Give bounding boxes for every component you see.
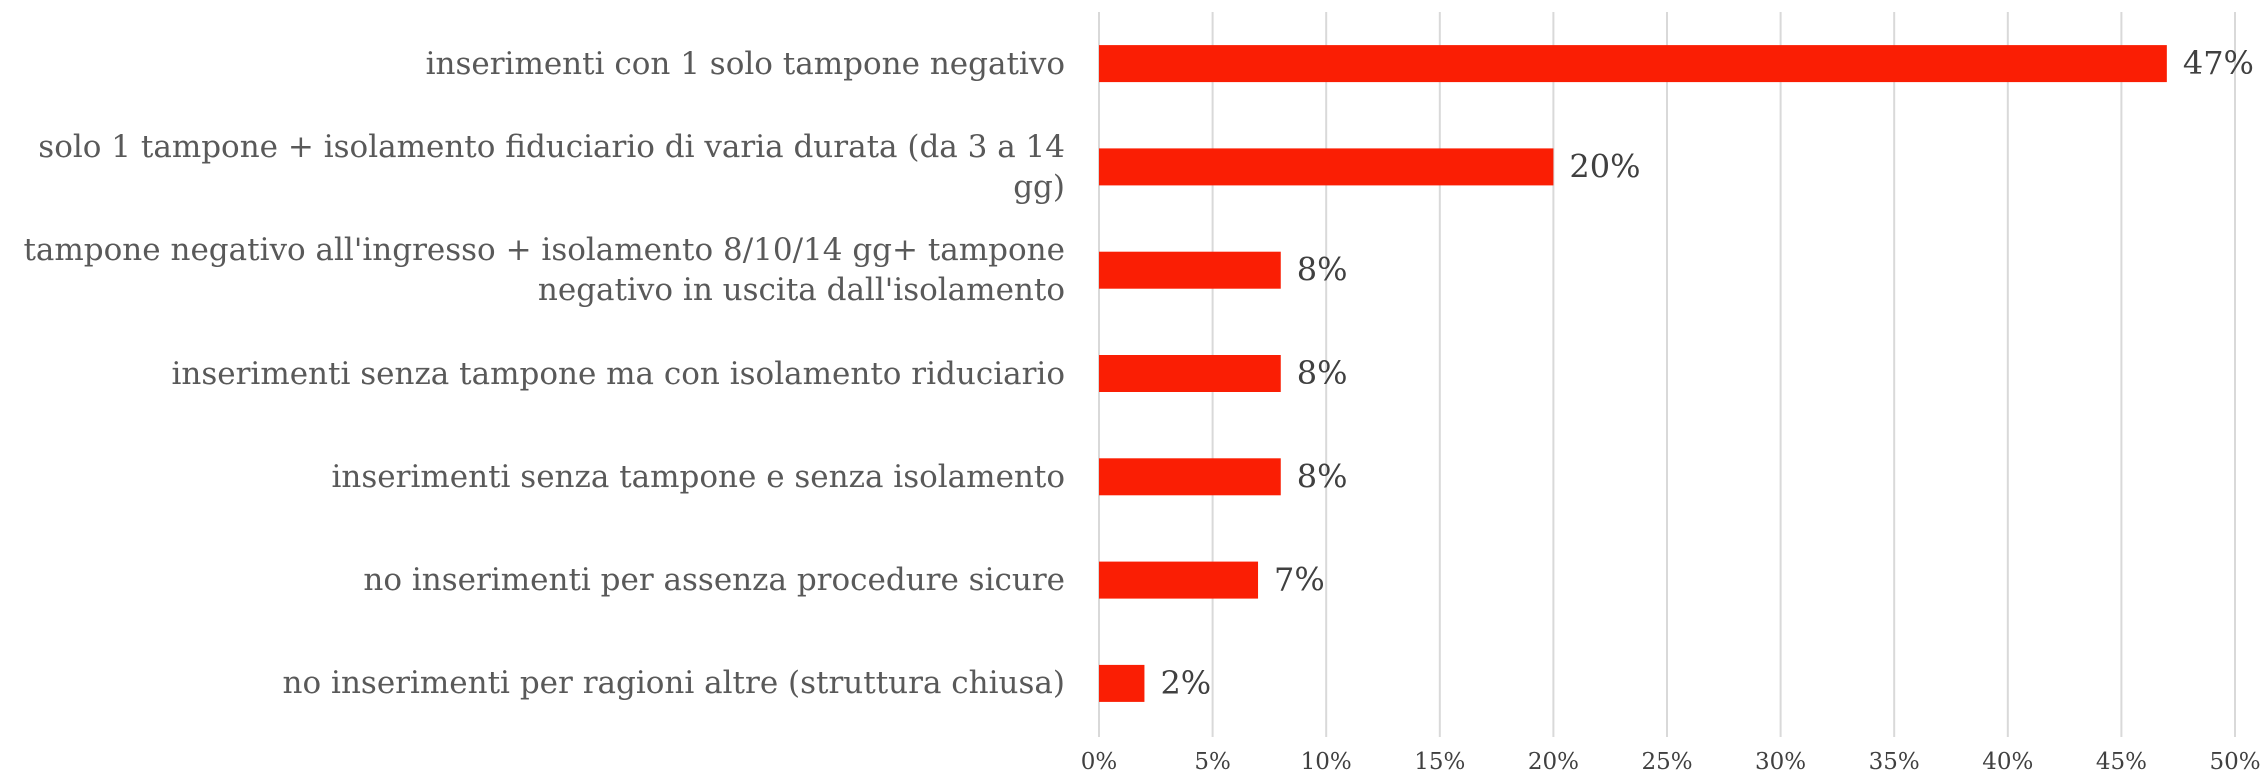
bar xyxy=(1099,458,1281,496)
x-tick-label: 0% xyxy=(1081,749,1118,775)
x-tick-label: 30% xyxy=(1755,749,1806,775)
bar xyxy=(1099,355,1281,392)
data-label: 20% xyxy=(1569,147,1640,185)
data-label: 7% xyxy=(1274,561,1325,599)
bar xyxy=(1099,561,1259,599)
x-tick-label: 50% xyxy=(2209,749,2260,775)
y-tick-label: tampone negativo all'ingresso + isolamen… xyxy=(23,232,1065,309)
y-tick-label: no inserimenti per assenza procedure sic… xyxy=(363,562,1065,599)
bar xyxy=(1099,45,2167,83)
data-label: 2% xyxy=(1160,664,1211,702)
y-tick-label: inserimenti senza tampone ma con isolame… xyxy=(171,355,1065,392)
x-tick-label: 25% xyxy=(1641,749,1692,775)
data-label: 8% xyxy=(1297,457,1348,495)
x-tick-label: 10% xyxy=(1301,749,1352,775)
bar xyxy=(1099,251,1281,289)
x-tick-label: 15% xyxy=(1414,749,1465,775)
x-tick-label: 40% xyxy=(1982,749,2033,775)
y-tick-label: no inserimenti per ragioni altre (strutt… xyxy=(282,665,1065,702)
data-label: 47% xyxy=(2183,44,2254,82)
x-tick-label: 20% xyxy=(1528,749,1579,775)
x-tick-label: 45% xyxy=(2096,749,2147,775)
y-tick-label: solo 1 tampone + isolamento fiduciario d… xyxy=(38,128,1065,205)
y-tick-label: inserimenti senza tampone e senza isolam… xyxy=(331,458,1066,495)
x-tick-label: 5% xyxy=(1194,749,1231,775)
x-tick-label: 35% xyxy=(1869,749,1920,775)
data-label: 8% xyxy=(1297,354,1348,392)
bar xyxy=(1099,664,1145,702)
data-label: 8% xyxy=(1297,251,1348,289)
y-tick-label: inserimenti con 1 solo tampone negativo xyxy=(425,45,1065,82)
bar xyxy=(1099,148,1554,186)
